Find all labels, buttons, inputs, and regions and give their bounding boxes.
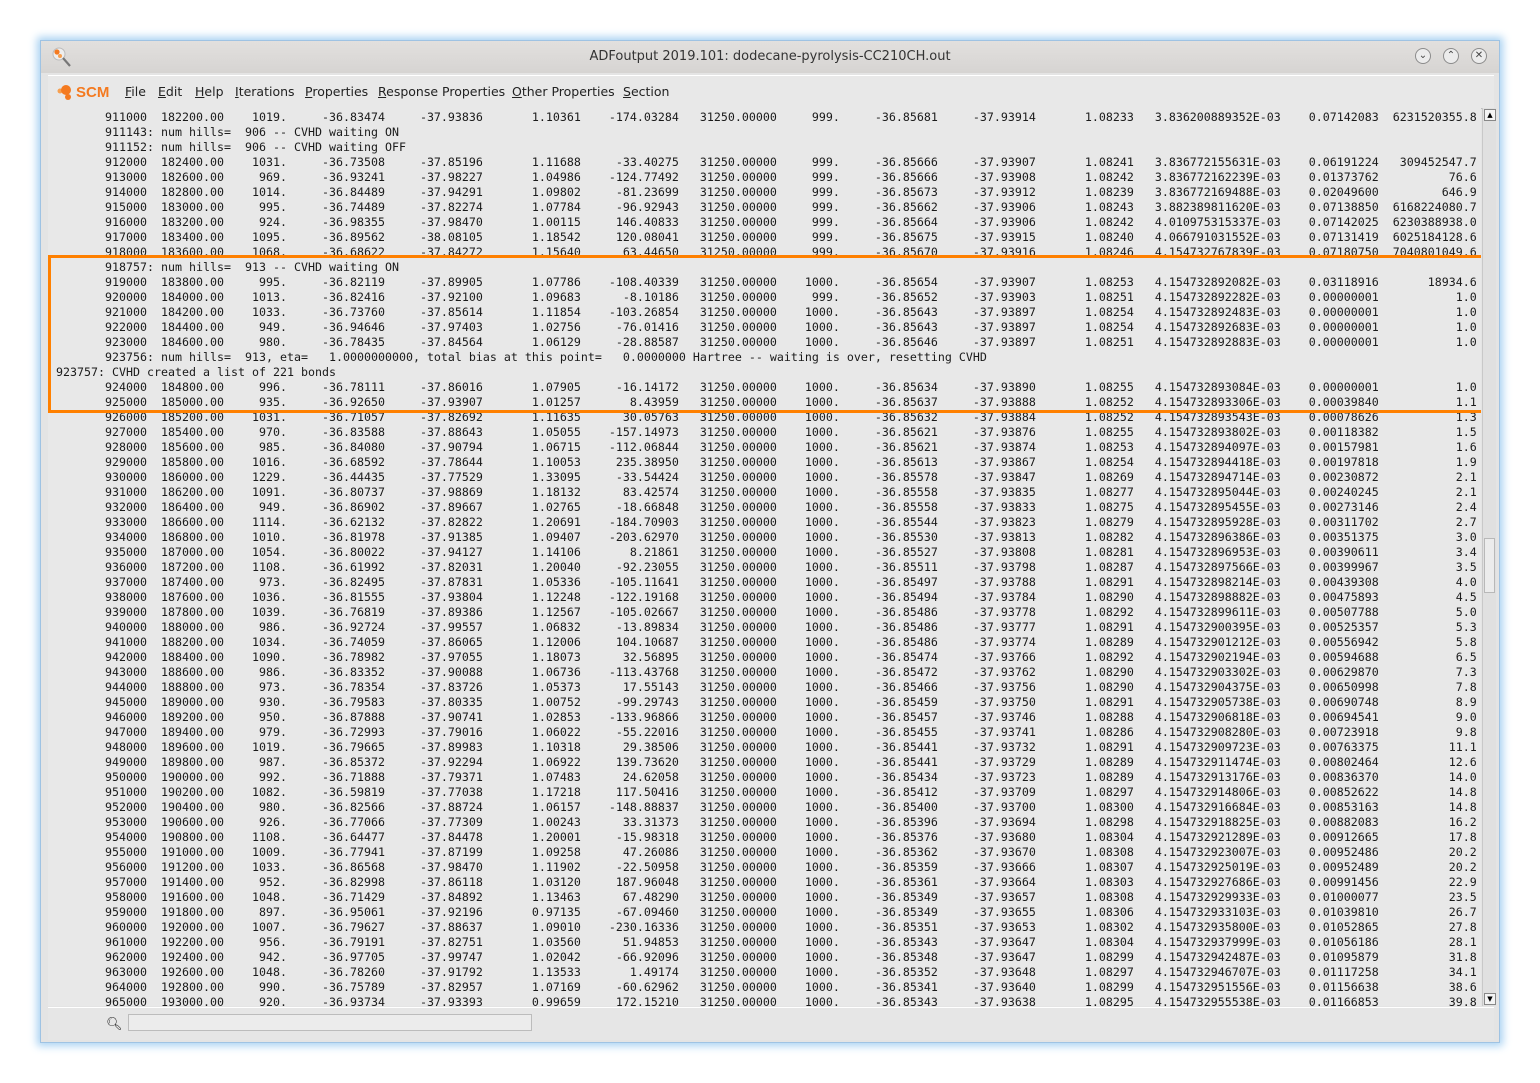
output-data-row: 923000 184600.00 980. -36.78435 -37.8456…	[56, 335, 1477, 349]
output-data-row: 953000 190600.00 926. -36.77066 -37.7730…	[56, 815, 1477, 829]
output-data-row: 929000 185800.00 1016. -36.68592 -37.786…	[56, 455, 1477, 469]
output-data-row: 948000 189600.00 1019. -36.79665 -37.899…	[56, 740, 1477, 754]
triangle-up-icon: ▲	[1487, 111, 1493, 119]
output-data-row: 911000 182200.00 1019. -36.83474 -37.938…	[56, 110, 1477, 124]
output-data-row: 962000 192400.00 942. -36.97705 -37.9974…	[56, 950, 1477, 964]
title-bar[interactable]: ADFoutput 2019.101: dodecane-pyrolysis-C…	[41, 41, 1499, 73]
output-data-row: 913000 182600.00 969. -36.93241 -37.9822…	[56, 170, 1477, 184]
menu-bar: SCM File Edit Help Iterations Properties…	[48, 75, 1494, 109]
output-message-line: 911152: num hills= 906 -- CVHD waiting O…	[56, 140, 406, 154]
output-data-row: 916000 183200.00 924. -36.98355 -37.9847…	[56, 215, 1477, 229]
output-data-row: 931000 186200.00 1091. -36.80737 -37.988…	[56, 485, 1477, 499]
close-button[interactable]: ✕	[1471, 48, 1487, 64]
output-data-row: 936000 187200.00 1108. -36.61992 -37.820…	[56, 560, 1477, 574]
output-data-row: 956000 191200.00 1033. -36.86568 -37.984…	[56, 860, 1477, 874]
output-text-view[interactable]: 911000 182200.00 1019. -36.83474 -37.938…	[48, 108, 1481, 1006]
app-magnifier-icon	[52, 47, 71, 67]
output-data-row: 950000 190000.00 992. -36.71888 -37.7937…	[56, 770, 1477, 784]
menu-other-properties[interactable]: Other Properties	[512, 84, 615, 99]
output-data-row: 944000 188800.00 973. -36.78354 -37.8372…	[56, 680, 1477, 694]
output-data-row: 920000 184000.00 1013. -36.82416 -37.921…	[56, 290, 1477, 304]
output-data-row: 927000 185400.00 970. -36.83588 -37.8864…	[56, 425, 1477, 439]
chevron-up-icon: ⌃	[1446, 50, 1456, 61]
scm-logo-text: SCM	[76, 83, 110, 101]
output-data-row: 939000 187800.00 1039. -36.76819 -37.893…	[56, 605, 1477, 619]
output-data-row: 914000 182800.00 1014. -36.84489 -37.942…	[56, 185, 1477, 199]
output-data-row: 964000 192800.00 990. -36.75789 -37.8295…	[56, 980, 1477, 994]
output-data-row: 925000 185000.00 935. -36.92650 -37.9390…	[56, 395, 1477, 409]
menu-response-properties[interactable]: Response Properties	[378, 84, 506, 99]
output-data-row: 955000 191000.00 1009. -36.77941 -37.871…	[56, 845, 1477, 859]
search-bar: 🔍︎	[48, 1007, 1494, 1040]
output-data-row: 958000 191600.00 1048. -36.71429 -37.848…	[56, 890, 1477, 904]
output-data-row: 930000 186000.00 1229. -36.44435 -37.775…	[56, 470, 1477, 484]
output-data-row: 963000 192600.00 1048. -36.78260 -37.917…	[56, 965, 1477, 979]
output-message-line: 918757: num hills= 913 -- CVHD waiting O…	[56, 260, 399, 274]
triangle-down-icon: ▼	[1487, 995, 1493, 1003]
output-data-row: 960000 192000.00 1007. -36.79627 -37.886…	[56, 920, 1477, 934]
output-data-row: 965000 193000.00 920. -36.93734 -37.9339…	[56, 995, 1477, 1006]
output-data-row: 922000 184400.00 949. -36.94646 -37.9740…	[56, 320, 1477, 334]
output-data-row: 935000 187000.00 1054. -36.80022 -37.941…	[56, 545, 1477, 559]
output-data-row: 933000 186600.00 1114. -36.62132 -37.828…	[56, 515, 1477, 529]
output-data-row: 946000 189200.00 950. -36.87888 -37.9074…	[56, 710, 1477, 724]
maximize-button[interactable]: ⌃	[1443, 48, 1459, 64]
vertical-scrollbar[interactable]: ▲ ▼	[1482, 108, 1496, 1006]
output-data-row: 917000 183400.00 1095. -36.89562 -38.081…	[56, 230, 1477, 244]
close-icon: ✕	[1474, 50, 1484, 61]
minimize-button[interactable]: ⌄	[1415, 48, 1431, 64]
output-data-row: 961000 192200.00 956. -36.79191 -37.8275…	[56, 935, 1477, 949]
output-data-row: 957000 191400.00 952. -36.82998 -37.8611…	[56, 875, 1477, 889]
output-message-line: 911143: num hills= 906 -- CVHD waiting O…	[56, 125, 399, 139]
output-data-row: 928000 185600.00 985. -36.84080 -37.9079…	[56, 440, 1477, 454]
output-data-row: 938000 187600.00 1036. -36.81555 -37.938…	[56, 590, 1477, 604]
output-data-row: 924000 184800.00 996. -36.78111 -37.8601…	[56, 380, 1477, 394]
menu-file[interactable]: File	[125, 84, 146, 99]
output-data-row: 926000 185200.00 1031. -36.71057 -37.826…	[56, 410, 1477, 424]
scroll-down-button[interactable]: ▼	[1484, 993, 1496, 1005]
output-data-row: 921000 184200.00 1033. -36.73760 -37.856…	[56, 305, 1477, 319]
scroll-up-button[interactable]: ▲	[1484, 109, 1496, 121]
output-data-row: 934000 186800.00 1010. -36.81978 -37.913…	[56, 530, 1477, 544]
output-data-row: 942000 188400.00 1090. -36.78982 -37.970…	[56, 650, 1477, 664]
output-lines: 911000 182200.00 1019. -36.83474 -37.938…	[56, 110, 1477, 1006]
output-data-row: 949000 189800.00 987. -36.85372 -37.9229…	[56, 755, 1477, 769]
output-data-row: 932000 186400.00 949. -36.86902 -37.8966…	[56, 500, 1477, 514]
menu-help[interactable]: Help	[195, 84, 224, 99]
output-data-row: 959000 191800.00 897. -36.95061 -37.9219…	[56, 905, 1477, 919]
scm-logo-icon	[57, 85, 71, 100]
output-data-row: 947000 189400.00 979. -36.72993 -37.7901…	[56, 725, 1477, 739]
search-icon: 🔍︎	[106, 1017, 123, 1032]
output-data-row: 918000 183600.00 1068. -36.68622 -37.842…	[56, 245, 1477, 259]
adfoutput-window: ADFoutput 2019.101: dodecane-pyrolysis-C…	[40, 40, 1500, 1043]
menu-section[interactable]: Section	[623, 84, 670, 99]
output-data-row: 919000 183800.00 995. -36.82119 -37.8990…	[56, 275, 1477, 289]
output-data-row: 915000 183000.00 995. -36.74489 -37.8227…	[56, 200, 1477, 214]
menu-properties[interactable]: Properties	[305, 84, 369, 99]
output-message-line: 923757: CVHD created a list of 221 bonds	[56, 365, 336, 379]
menu-iterations[interactable]: Iterations	[235, 84, 295, 99]
search-input[interactable]	[128, 1014, 532, 1031]
output-data-row: 954000 190800.00 1108. -36.64477 -37.844…	[56, 830, 1477, 844]
scm-logo: SCM	[56, 82, 109, 102]
chevron-down-icon: ⌄	[1418, 50, 1428, 61]
output-message-line: 923756: num hills= 913, eta= 1.000000000…	[56, 350, 987, 364]
output-data-row: 952000 190400.00 980. -36.82566 -37.8872…	[56, 800, 1477, 814]
output-data-row: 940000 188000.00 986. -36.92724 -37.9955…	[56, 620, 1477, 634]
output-data-row: 943000 188600.00 986. -36.83352 -37.9008…	[56, 665, 1477, 679]
scrollbar-thumb[interactable]	[1484, 538, 1495, 593]
output-data-row: 951000 190200.00 1082. -36.59819 -37.770…	[56, 785, 1477, 799]
menu-edit[interactable]: Edit	[158, 84, 183, 99]
window-title: ADFoutput 2019.101: dodecane-pyrolysis-C…	[589, 49, 951, 64]
output-data-row: 945000 189000.00 930. -36.79583 -37.8033…	[56, 695, 1477, 709]
output-data-row: 912000 182400.00 1031. -36.73508 -37.851…	[56, 155, 1477, 169]
output-data-row: 941000 188200.00 1034. -36.74059 -37.860…	[56, 635, 1477, 649]
output-data-row: 937000 187400.00 973. -36.82495 -37.8783…	[56, 575, 1477, 589]
